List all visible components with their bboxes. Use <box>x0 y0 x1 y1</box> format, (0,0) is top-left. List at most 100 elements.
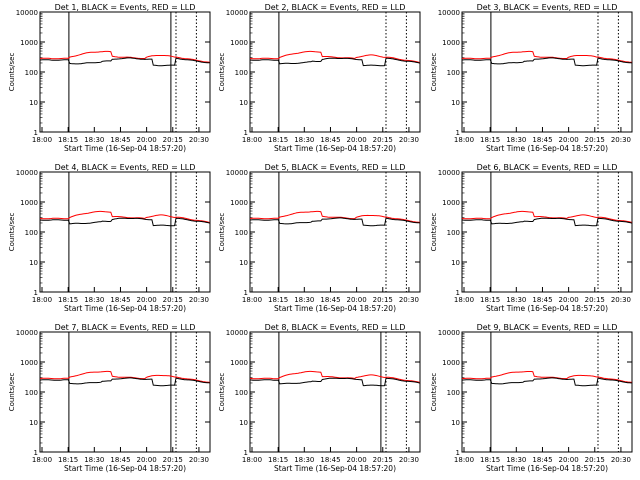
panel-title: Det 8, BLACK = Events, RED = LLD <box>265 323 406 332</box>
panel-title: Det 1, BLACK = Events, RED = LLD <box>55 3 196 12</box>
series-events-line <box>39 217 211 227</box>
y-tick-label: 1 <box>34 129 38 137</box>
plot-frame <box>39 171 211 293</box>
y-axis-label: Counts/sec <box>8 373 16 412</box>
y-tick-label: 100 <box>447 229 460 237</box>
y-tick-label: 100 <box>235 69 248 77</box>
x-tick-label: 18:00 <box>454 136 474 144</box>
x-tick-label: 18:30 <box>294 456 314 464</box>
x-tick-label: 18:45 <box>532 296 552 304</box>
series-events-line <box>461 57 633 67</box>
panel-title: Det 6, BLACK = Events, RED = LLD <box>477 163 618 172</box>
x-tick-label: 18:45 <box>320 456 340 464</box>
x-tick-label: 18:30 <box>506 296 526 304</box>
detector-panel-2: Det 2, BLACK = Events, RED = LLD 10000 100… <box>218 3 421 153</box>
detector-panel-3: Det 3, BLACK = Events, RED = LLD 10000 100… <box>430 3 633 153</box>
y-tick-label: 1 <box>34 289 38 297</box>
x-axis-label: Start Time (16-Sep-04 18:57:20) <box>64 304 186 313</box>
x-tick-label: 20:15 <box>585 296 605 304</box>
plot-frame <box>461 171 633 293</box>
x-tick-label: 18:30 <box>506 456 526 464</box>
y-tick-label: 10000 <box>226 169 248 177</box>
detector-panel-5: Det 5, BLACK = Events, RED = LLD 10000 100… <box>218 163 421 313</box>
y-tick-label: 10 <box>451 99 460 107</box>
x-axis-label: Start Time (16-Sep-04 18:57:20) <box>274 464 396 473</box>
x-tick-label: 18:30 <box>84 296 104 304</box>
y-tick-label: 10000 <box>438 9 460 17</box>
x-tick-label: 20:00 <box>559 456 579 464</box>
y-tick-label: 10 <box>239 99 248 107</box>
y-tick-label: 1000 <box>442 199 460 207</box>
x-tick-label: 20:30 <box>399 296 419 304</box>
y-tick-label: 1 <box>456 449 460 457</box>
y-tick-label: 100 <box>447 389 460 397</box>
series-lld-line <box>461 371 633 383</box>
y-tick-label: 10 <box>239 259 248 267</box>
y-tick-label: 100 <box>25 229 38 237</box>
y-axis-label: Counts/sec <box>218 53 226 92</box>
plot-frame <box>249 11 421 133</box>
x-tick-label: 18:30 <box>84 456 104 464</box>
plot-frame <box>39 331 211 453</box>
panel-title: Det 2, BLACK = Events, RED = LLD <box>265 3 406 12</box>
panel-title: Det 9, BLACK = Events, RED = LLD <box>477 323 618 332</box>
x-tick-label: 20:15 <box>163 456 183 464</box>
x-tick-label: 18:00 <box>32 456 52 464</box>
plot-frame <box>249 331 421 453</box>
y-tick-label: 1 <box>456 289 460 297</box>
plot-frame <box>39 11 211 133</box>
y-tick-label: 1 <box>34 449 38 457</box>
x-tick-label: 18:00 <box>32 296 52 304</box>
x-tick-label: 20:30 <box>189 136 209 144</box>
x-tick-label: 20:00 <box>559 136 579 144</box>
y-axis-label: Counts/sec <box>218 213 226 252</box>
y-axis-label: Counts/sec <box>8 213 16 252</box>
x-tick-label: 18:30 <box>294 136 314 144</box>
series-events-line <box>249 377 421 387</box>
x-axis-label: Start Time (16-Sep-04 18:57:20) <box>486 304 608 313</box>
y-tick-label: 1000 <box>20 199 38 207</box>
y-tick-label: 10 <box>451 419 460 427</box>
series-lld-line <box>39 50 211 63</box>
y-tick-label: 1000 <box>442 39 460 47</box>
x-tick-label: 18:15 <box>58 136 78 144</box>
y-tick-label: 1 <box>244 129 248 137</box>
y-tick-label: 10000 <box>226 9 248 17</box>
y-tick-label: 100 <box>447 69 460 77</box>
x-tick-label: 18:00 <box>454 296 474 304</box>
y-tick-label: 100 <box>25 69 38 77</box>
y-tick-label: 10 <box>451 259 460 267</box>
y-tick-label: 10000 <box>16 169 38 177</box>
y-tick-label: 10 <box>29 419 38 427</box>
detector-panel-6: Det 6, BLACK = Events, RED = LLD 10000 100… <box>430 163 633 313</box>
detector-panel-1: Det 1, BLACK = Events, RED = LLD 10000 100… <box>8 3 211 153</box>
x-axis-label: Start Time (16-Sep-04 18:57:20) <box>486 464 608 473</box>
x-tick-label: 18:00 <box>242 296 262 304</box>
x-tick-label: 18:45 <box>110 296 130 304</box>
x-tick-label: 20:30 <box>189 296 209 304</box>
x-tick-label: 18:00 <box>454 456 474 464</box>
x-tick-label: 18:45 <box>532 136 552 144</box>
x-axis-label: Start Time (16-Sep-04 18:57:20) <box>64 144 186 153</box>
x-tick-label: 18:15 <box>268 136 288 144</box>
detector-panel-4: Det 4, BLACK = Events, RED = LLD 10000 100… <box>8 163 211 313</box>
y-tick-label: 1 <box>244 289 248 297</box>
y-tick-label: 10 <box>239 419 248 427</box>
series-lld-line <box>249 370 421 383</box>
panel-title: Det 3, BLACK = Events, RED = LLD <box>477 3 618 12</box>
detector-panel-8: Det 8, BLACK = Events, RED = LLD 10000 100… <box>218 323 421 473</box>
x-tick-label: 20:30 <box>611 296 631 304</box>
x-axis-label: Start Time (16-Sep-04 18:57:20) <box>274 144 396 153</box>
x-tick-label: 20:30 <box>611 136 631 144</box>
y-tick-label: 1000 <box>230 359 248 367</box>
y-tick-label: 10 <box>29 259 38 267</box>
x-tick-label: 18:45 <box>110 456 130 464</box>
x-tick-label: 18:15 <box>58 296 78 304</box>
x-tick-label: 20:15 <box>585 456 605 464</box>
y-tick-label: 10000 <box>16 329 38 337</box>
series-events-line <box>461 217 633 227</box>
y-axis-label: Counts/sec <box>430 53 438 92</box>
series-lld-line <box>249 210 421 223</box>
y-tick-label: 1000 <box>20 39 38 47</box>
